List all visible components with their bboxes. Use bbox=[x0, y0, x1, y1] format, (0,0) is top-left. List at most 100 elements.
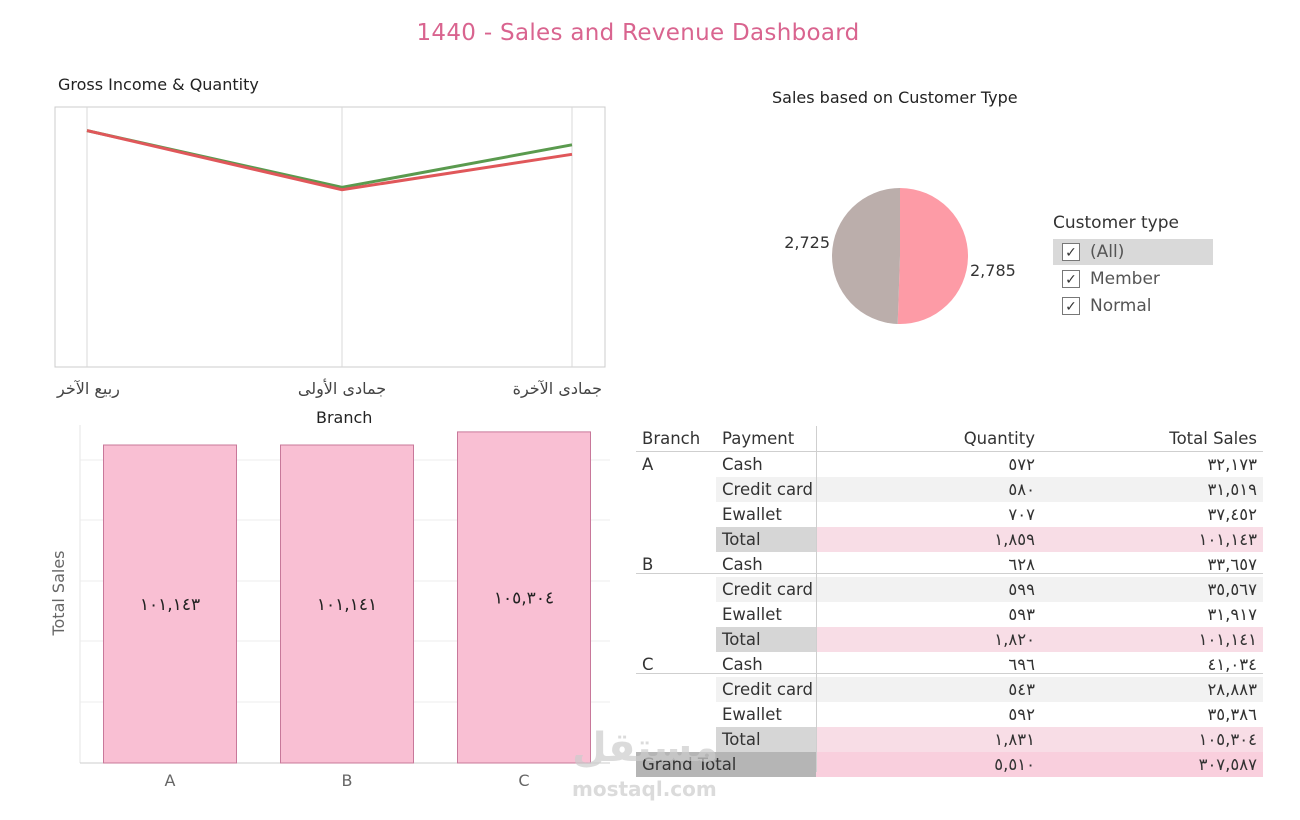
x-tick-label: ربيع الآخر bbox=[56, 379, 120, 399]
payment-cell: Ewallet bbox=[722, 505, 782, 524]
pie-label-member: 2,785 bbox=[970, 261, 1016, 280]
y-axis-label: Total Sales bbox=[49, 550, 68, 636]
payment-cell: Ewallet bbox=[722, 605, 782, 624]
plot-frame bbox=[54, 106, 606, 368]
payment-cell: Credit card bbox=[722, 580, 814, 599]
table-row: B Cash ٦٢٨ ٣٣,٦٥٧ bbox=[636, 552, 1263, 577]
table-row: Ewallet ٧٠٧ ٣٧,٤٥٢ bbox=[636, 502, 1263, 527]
total-sales-cell: ١٠٥,٣٠٤ bbox=[1198, 730, 1257, 749]
header-payment: Payment bbox=[722, 429, 795, 448]
legend-title: Customer type bbox=[1053, 213, 1179, 233]
pie-slice-member bbox=[897, 188, 969, 324]
line-chart-title: Gross Income & Quantity bbox=[58, 75, 259, 94]
table-row: Ewallet ٥٩٣ ٣١,٩١٧ bbox=[636, 602, 1263, 627]
pie-label-normal: 2,725 bbox=[784, 233, 830, 252]
total-sales-cell: ٣١,٥١٩ bbox=[1207, 480, 1257, 499]
header-total-sales: Total Sales bbox=[1169, 429, 1257, 448]
x-tick-label: B bbox=[342, 771, 353, 790]
grand-total-row: Grand Total ٥,٥١٠ ٣٠٧,٥٨٧ bbox=[636, 752, 1263, 777]
column-divider bbox=[816, 426, 817, 772]
header-branch: Branch bbox=[642, 429, 701, 448]
line-chart: ربيع الآخر جمادى الأولى جمادى الآخرة bbox=[54, 106, 606, 399]
bar-data-label: ١٠٥,٣٠٤ bbox=[494, 589, 554, 609]
legend-item-label: (All) bbox=[1090, 242, 1125, 262]
table-row: Credit card ٥٤٣ ٢٨,٨٨٣ bbox=[636, 677, 1263, 702]
table-header: Branch Payment Quantity Total Sales bbox=[636, 426, 1263, 452]
quantity-cell: ٦٩٦ bbox=[1008, 655, 1035, 674]
total-sales-cell: ٣٢,١٧٣ bbox=[1207, 455, 1257, 474]
table-row: Credit card ٥٩٩ ٣٥,٥٦٧ bbox=[636, 577, 1263, 602]
bar-data-label: ١٠١,١٤٣ bbox=[140, 595, 200, 615]
branch-cell: A bbox=[642, 455, 654, 474]
legend-item-label: Normal bbox=[1090, 296, 1152, 316]
x-tick-label: A bbox=[165, 771, 176, 790]
quantity-cell: ٧٠٧ bbox=[1008, 505, 1035, 524]
quantity-cell: ٥٧٢ bbox=[1008, 455, 1035, 474]
bar-c bbox=[457, 431, 591, 764]
quantity-cell: ١,٨٣١ bbox=[994, 730, 1035, 749]
quantity-cell: ١,٨٥٩ bbox=[994, 530, 1035, 549]
payment-cell: Cash bbox=[722, 455, 763, 474]
watermark-url: mostaql.com bbox=[572, 777, 717, 801]
legend-item-all[interactable]: ✓ (All) bbox=[1053, 239, 1213, 265]
pie-chart: 2,785 2,725 bbox=[784, 188, 1016, 324]
dashboard-title: 1440 - Sales and Revenue Dashboard bbox=[416, 20, 860, 46]
total-row: Total ١,٨٢٠ ١٠١,١٤١ bbox=[636, 627, 1263, 652]
checkbox-icon[interactable]: ✓ bbox=[1062, 270, 1080, 288]
quantity-cell: ٥٤٣ bbox=[1008, 680, 1035, 699]
payment-cell: Credit card bbox=[722, 680, 814, 699]
total-sales-cell: ٣٠٧,٥٨٧ bbox=[1198, 755, 1257, 774]
table-row: Ewallet ٥٩٢ ٣٥,٣٨٦ bbox=[636, 702, 1263, 727]
sales-table: Branch Payment Quantity Total Sales A Cas… bbox=[636, 426, 1263, 777]
payment-cell: Cash bbox=[722, 655, 763, 674]
bar-b bbox=[280, 444, 414, 764]
branch-cell: B bbox=[642, 555, 654, 574]
quantity-cell: ٥٩٩ bbox=[1008, 580, 1035, 599]
total-sales-cell: ٤١,٠٣٤ bbox=[1207, 655, 1257, 674]
total-row: Total ١,٨٥٩ ١٠١,١٤٣ bbox=[636, 527, 1263, 552]
table-row: C Cash ٦٩٦ ٤١,٠٣٤ bbox=[636, 652, 1263, 677]
total-sales-cell: ١٠١,١٤٣ bbox=[1198, 530, 1257, 549]
total-sales-cell: ٣٣,٦٥٧ bbox=[1207, 555, 1257, 574]
legend-item-member[interactable]: ✓ Member bbox=[1053, 266, 1213, 292]
x-tick-label: C bbox=[518, 771, 529, 790]
bar-data-label: ١٠١,١٤١ bbox=[317, 595, 377, 615]
total-sales-cell: ٣٥,٥٦٧ bbox=[1207, 580, 1257, 599]
payment-cell: Total bbox=[722, 630, 761, 649]
quantity-cell: ٦٢٨ bbox=[1008, 555, 1035, 574]
payment-cell: Total bbox=[722, 530, 761, 549]
bar-a bbox=[103, 444, 237, 764]
legend-item-normal[interactable]: ✓ Normal bbox=[1053, 293, 1213, 319]
payment-cell: Grand Total bbox=[642, 755, 737, 774]
quantity-cell: ١,٨٢٠ bbox=[994, 630, 1035, 649]
total-row: Total ١,٨٣١ ١٠٥,٣٠٤ bbox=[636, 727, 1263, 752]
legend-item-label: Member bbox=[1090, 269, 1160, 289]
payment-cell: Ewallet bbox=[722, 705, 782, 724]
bar-chart: Total Sales ١٠١,١٤٣ ١٠١,١٤١ ١٠٥,٣٠٤ A B C bbox=[49, 425, 610, 790]
header-quantity: Quantity bbox=[963, 429, 1035, 448]
quantity-cell: ٥٩٣ bbox=[1008, 605, 1035, 624]
x-tick-label: جمادى الأولى bbox=[298, 378, 386, 399]
watermark-logo: مستقل bbox=[572, 725, 719, 771]
table-row: Credit card ٥٨٠ ٣١,٥١٩ bbox=[636, 477, 1263, 502]
table-body: A Cash ٥٧٢ ٣٢,١٧٣ Credit card ٥٨٠ ٣١,٥١٩ Ewalle… bbox=[636, 452, 1263, 777]
total-sales-cell: ٣٧,٤٥٢ bbox=[1207, 505, 1257, 524]
checkbox-icon[interactable]: ✓ bbox=[1062, 243, 1080, 261]
bar-chart-title: Branch bbox=[316, 408, 373, 427]
group-separator bbox=[636, 573, 1263, 574]
total-sales-cell: ٢٨,٨٨٣ bbox=[1207, 680, 1257, 699]
group-separator bbox=[636, 673, 1263, 674]
total-sales-cell: ٣٥,٣٨٦ bbox=[1207, 705, 1257, 724]
pie-slice-normal bbox=[832, 188, 900, 324]
total-sales-cell: ١٠١,١٤١ bbox=[1198, 630, 1257, 649]
payment-cell: Cash bbox=[722, 555, 763, 574]
quantity-cell: ٥٩٢ bbox=[1008, 705, 1035, 724]
series-line-2 bbox=[86, 129, 573, 192]
payment-cell: Credit card bbox=[722, 480, 814, 499]
table-row: A Cash ٥٧٢ ٣٢,١٧٣ bbox=[636, 452, 1263, 477]
x-tick-label: جمادى الآخرة bbox=[513, 379, 602, 399]
checkbox-icon[interactable]: ✓ bbox=[1062, 297, 1080, 315]
branch-cell: C bbox=[642, 655, 654, 674]
total-sales-cell: ٣١,٩١٧ bbox=[1207, 605, 1257, 624]
quantity-cell: ٥٨٠ bbox=[1008, 480, 1035, 499]
